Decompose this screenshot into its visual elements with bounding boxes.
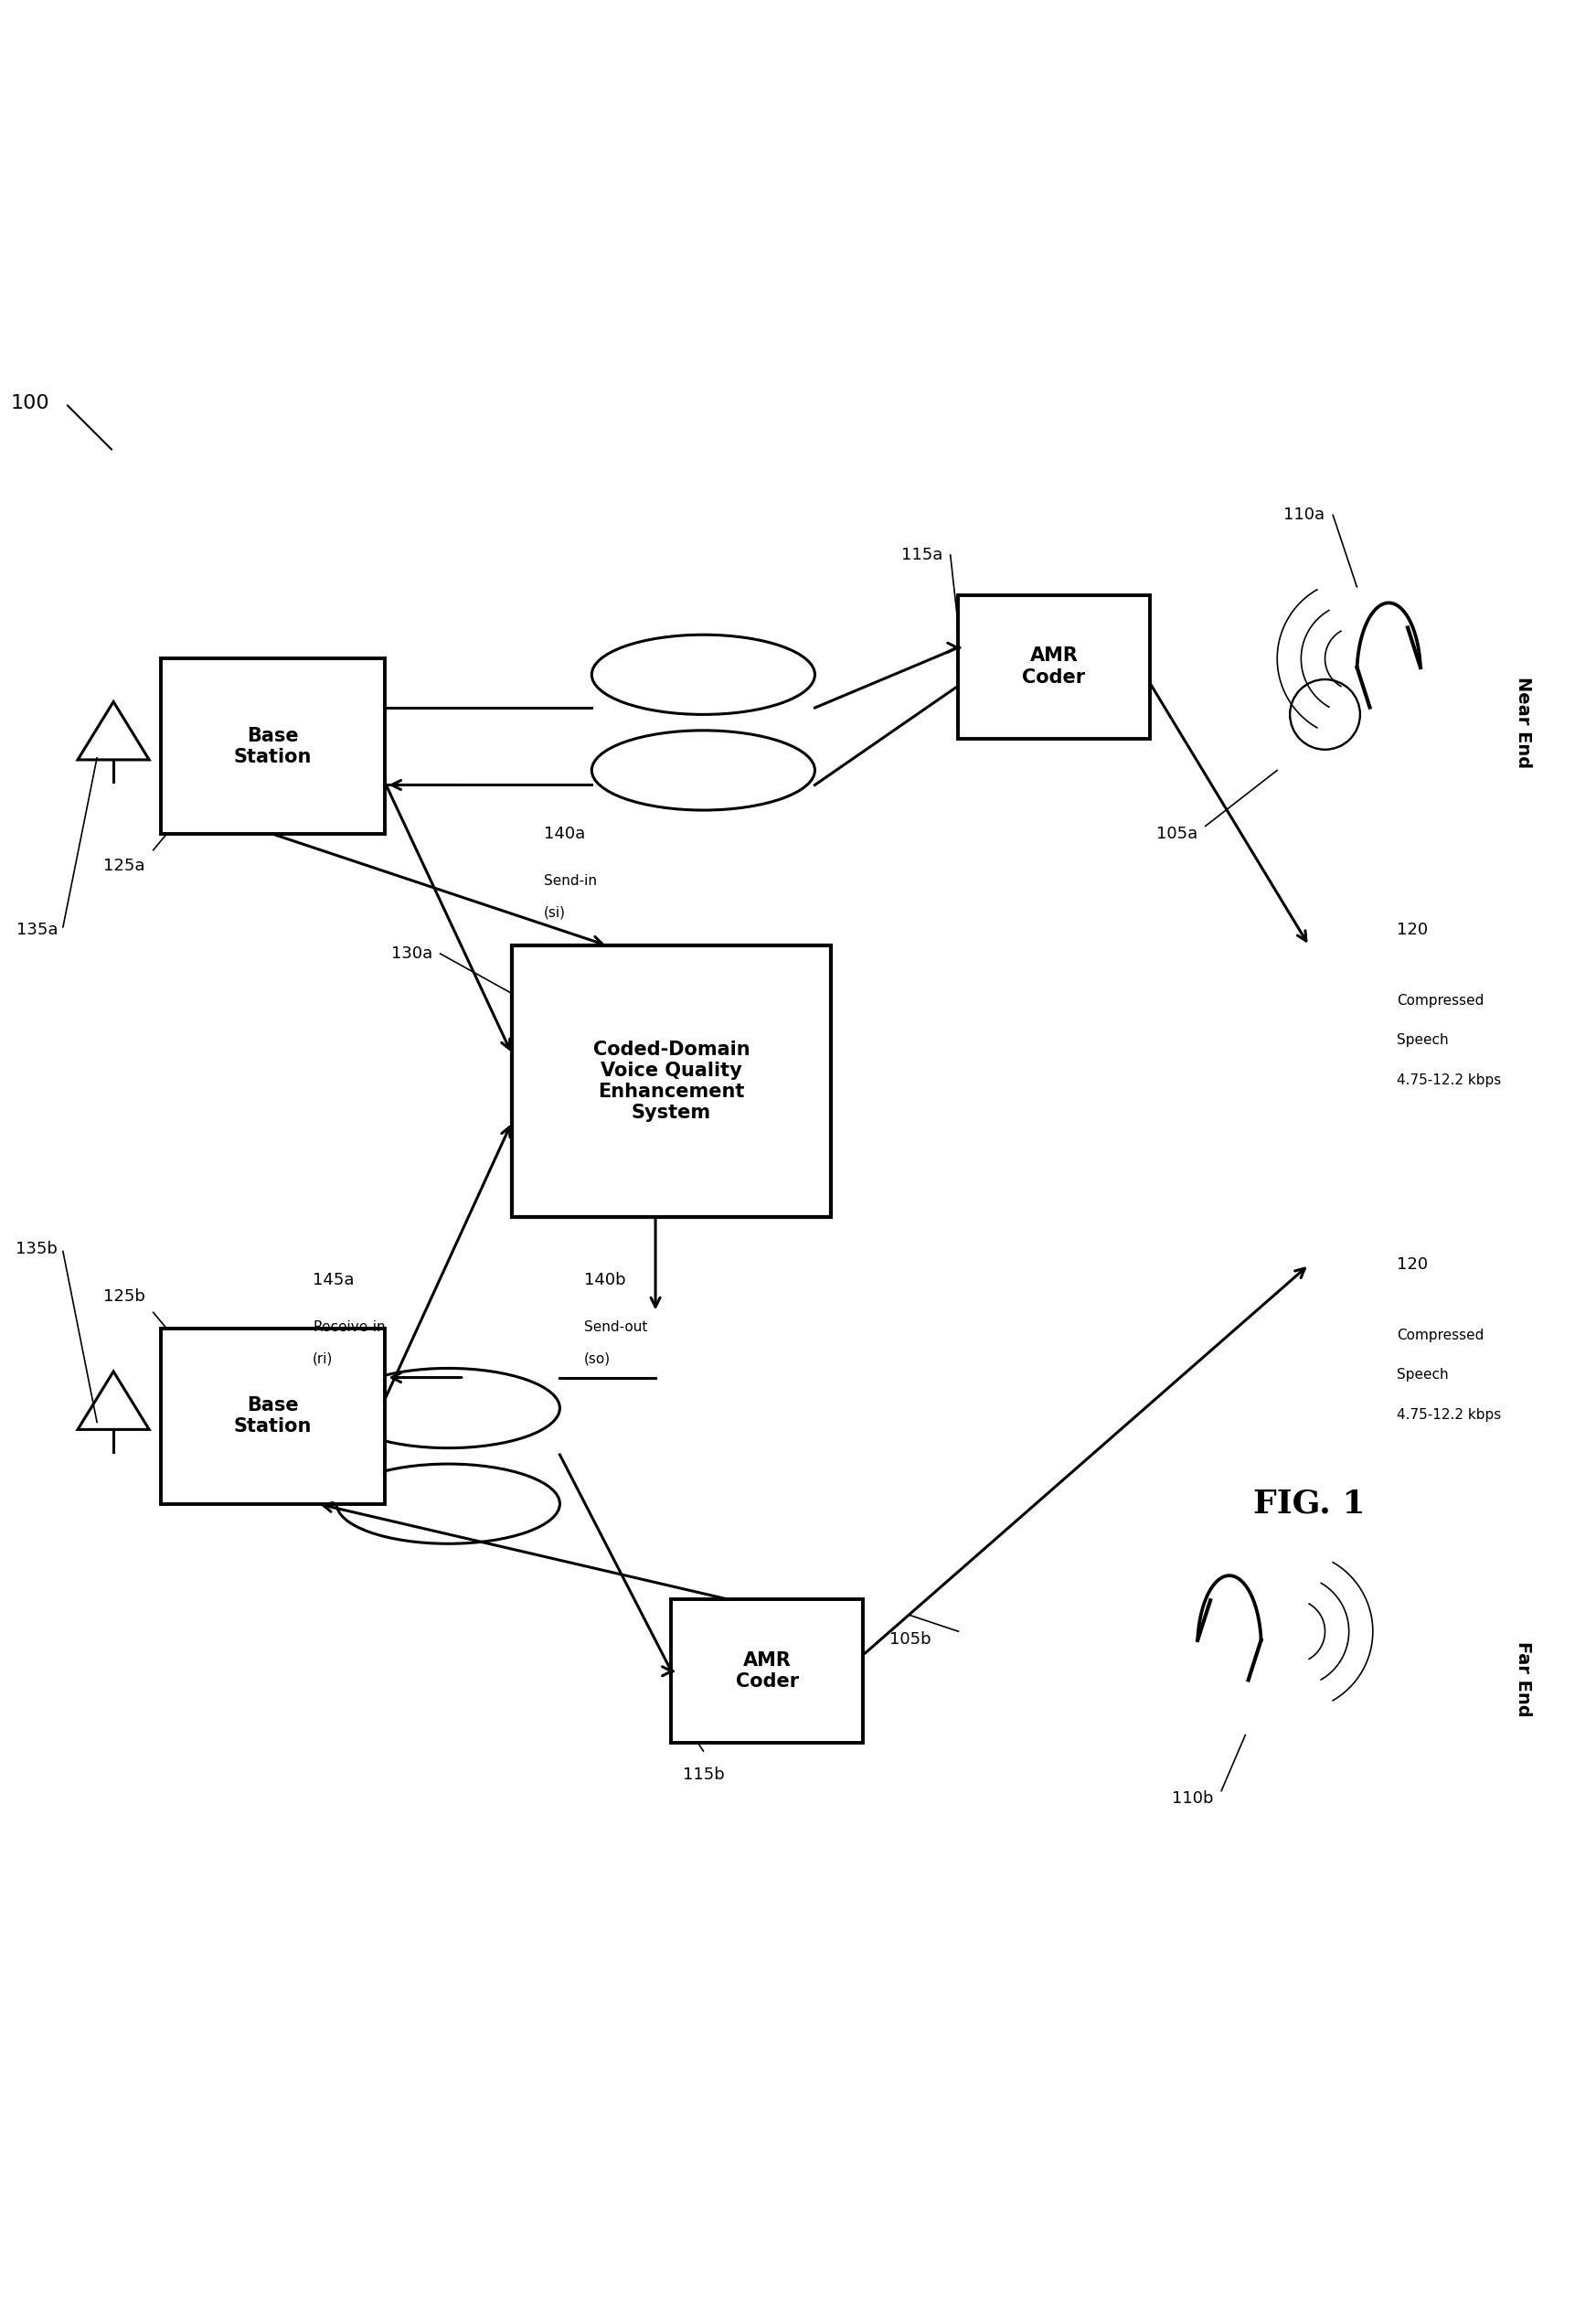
Text: 120: 120 — [1396, 1257, 1428, 1273]
Text: 140a: 140a — [544, 826, 586, 842]
Text: Speech: Speech — [1396, 1033, 1449, 1047]
Text: 4.75-12.2 kbps: 4.75-12.2 kbps — [1396, 1072, 1502, 1086]
Text: Receive-in: Receive-in — [313, 1321, 386, 1335]
Text: 115a: 115a — [900, 547, 942, 563]
Text: 110b: 110b — [1171, 1789, 1213, 1808]
Text: 140b: 140b — [584, 1273, 626, 1289]
FancyBboxPatch shape — [672, 1600, 863, 1743]
FancyBboxPatch shape — [512, 945, 832, 1218]
FancyBboxPatch shape — [161, 1328, 385, 1504]
Text: Far End: Far End — [1515, 1642, 1532, 1718]
Text: Base
Station: Base Station — [235, 726, 311, 766]
Text: 115b: 115b — [683, 1766, 725, 1783]
Text: (so): (so) — [584, 1351, 610, 1365]
Text: Compressed: Compressed — [1396, 994, 1484, 1008]
FancyBboxPatch shape — [958, 595, 1149, 738]
Text: AMR
Coder: AMR Coder — [736, 1651, 798, 1690]
Text: Send-out: Send-out — [584, 1321, 646, 1335]
Text: AMR
Coder: AMR Coder — [1023, 648, 1085, 687]
Ellipse shape — [592, 731, 816, 809]
Text: 125a: 125a — [104, 858, 145, 874]
Text: 125b: 125b — [104, 1289, 145, 1305]
Ellipse shape — [337, 1367, 560, 1448]
Text: 110a: 110a — [1283, 507, 1325, 523]
Text: (si): (si) — [544, 906, 567, 920]
Text: (ri): (ri) — [313, 1351, 334, 1365]
Text: 130a: 130a — [391, 945, 433, 962]
Text: Base
Station: Base Station — [235, 1397, 311, 1437]
Text: FIG. 1: FIG. 1 — [1253, 1487, 1365, 1520]
Text: 135b: 135b — [16, 1241, 57, 1257]
Ellipse shape — [337, 1464, 560, 1543]
Text: Coded-Domain
Voice Quality
Enhancement
System: Coded-Domain Voice Quality Enhancement S… — [594, 1040, 750, 1123]
Text: 120: 120 — [1396, 922, 1428, 939]
Ellipse shape — [592, 634, 816, 715]
Text: Near End: Near End — [1515, 676, 1532, 768]
Text: 145a: 145a — [313, 1273, 354, 1289]
Text: Send-in: Send-in — [544, 874, 597, 888]
Text: Compressed: Compressed — [1396, 1328, 1484, 1342]
Text: 135a: 135a — [16, 922, 57, 939]
Text: Speech: Speech — [1396, 1367, 1449, 1381]
FancyBboxPatch shape — [161, 660, 385, 835]
Text: 105a: 105a — [1156, 826, 1197, 842]
Text: 100: 100 — [11, 394, 49, 413]
Text: 4.75-12.2 kbps: 4.75-12.2 kbps — [1396, 1409, 1502, 1423]
Text: 105b: 105b — [889, 1630, 932, 1649]
